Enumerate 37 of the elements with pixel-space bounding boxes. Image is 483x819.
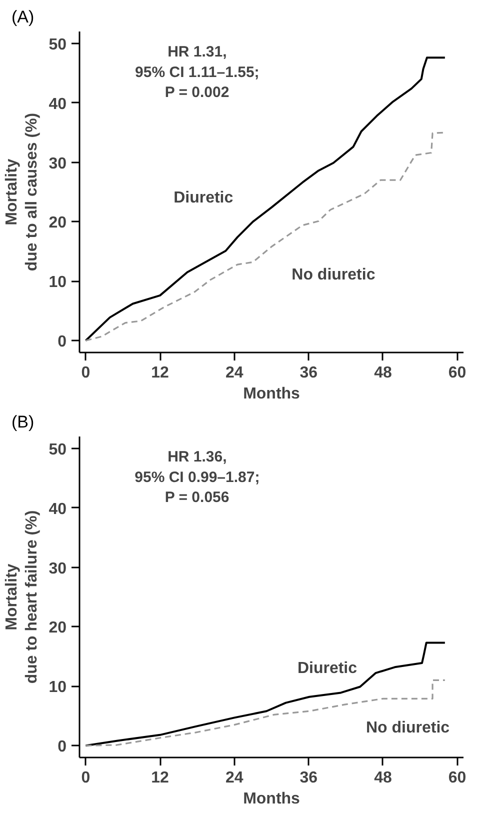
y-tick-label: 30 — [48, 155, 67, 172]
x-tick-label: 60 — [448, 364, 466, 382]
y-axis-title: Mortality due to heart failure (%) — [3, 510, 41, 684]
series-label: No diuretic — [292, 266, 376, 284]
y-tick-label: 20 — [48, 620, 67, 637]
x-tick-label: 0 — [81, 364, 90, 382]
x-tick-label: 12 — [151, 364, 170, 382]
x-tick-label: 24 — [225, 364, 244, 382]
x-tick-label: 48 — [374, 364, 392, 382]
y-tick-label: 0 — [58, 334, 67, 351]
x-tick-label: 36 — [300, 770, 318, 786]
x-tick-label: 60 — [448, 770, 466, 786]
x-axis-title: Months — [243, 790, 300, 808]
y-tick-label: 10 — [48, 274, 67, 292]
y-tick-label: 30 — [48, 560, 67, 578]
chart-title: (B) — [12, 412, 34, 432]
annotation: HR 1.36, 95% CI 0.99–1.87; P = 0.056 — [134, 448, 260, 506]
y-tick-label: 10 — [48, 679, 67, 696]
y-axis-title: Mortality due to all causes (%) — [3, 112, 41, 272]
annotation: HR 1.31, 95% CI 1.11–1.55; P = 0.002 — [135, 43, 260, 102]
x-tick-label: 48 — [374, 770, 392, 786]
y-tick-label: 0 — [58, 738, 67, 756]
line-series — [84, 132, 446, 342]
x-tick-label: 24 — [225, 770, 244, 786]
x-axis-title: Months — [243, 386, 300, 402]
x-tick-label: 12 — [151, 770, 170, 786]
y-tick-label: 20 — [48, 214, 67, 232]
y-tick-label: 40 — [48, 96, 67, 113]
series-label: Diuretic — [174, 189, 234, 206]
series-label: Diuretic — [297, 660, 358, 677]
x-tick-label: 0 — [81, 770, 90, 786]
y-tick-label: 40 — [48, 500, 67, 518]
chart-title: (A) — [12, 8, 34, 26]
y-tick-label: 50 — [48, 441, 67, 458]
series-label: No diuretic — [366, 719, 450, 736]
x-tick-label: 36 — [300, 364, 318, 382]
y-tick-label: 50 — [48, 36, 67, 54]
